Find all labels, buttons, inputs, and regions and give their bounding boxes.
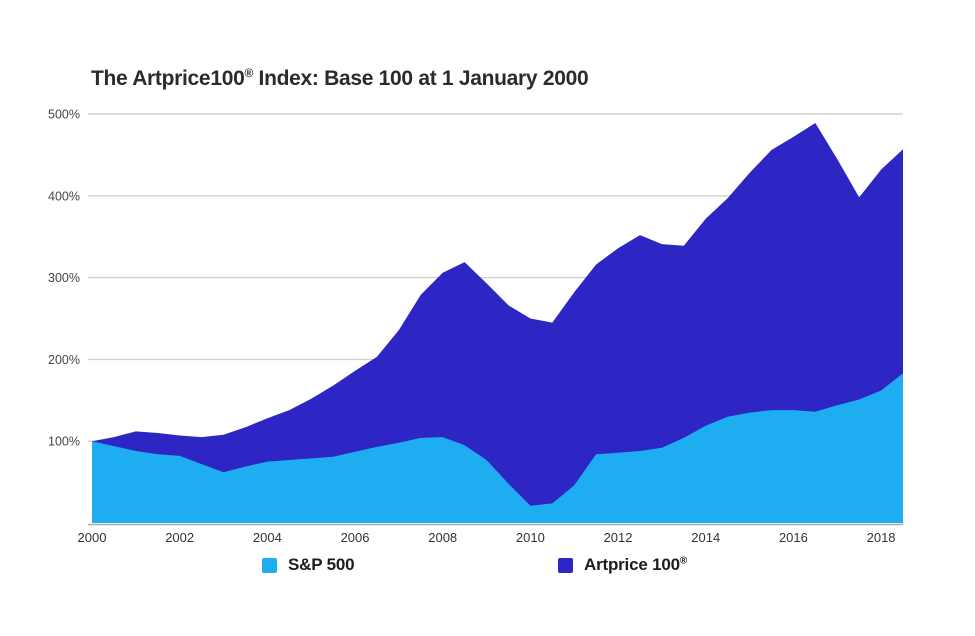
y-axis-label-200: 200% — [48, 353, 80, 367]
legend-label-sp500: S&P 500 — [288, 555, 355, 575]
legend-item-artprice: Artprice 100® — [558, 555, 687, 575]
legend-item-sp500: S&P 500 — [262, 555, 355, 575]
area-sp500 — [92, 373, 903, 523]
x-axis-label-2002: 2002 — [165, 530, 194, 545]
registered-trademark-small-icon: ® — [679, 555, 688, 567]
legend-label-sp500-text: S&P 500 — [288, 555, 355, 574]
legend: S&P 500 Artprice 100® — [0, 555, 975, 581]
x-axis-label-2018: 2018 — [867, 530, 896, 545]
x-axis-label-2010: 2010 — [516, 530, 545, 545]
x-axis-label-2014: 2014 — [691, 530, 720, 545]
x-axis-label-2000: 2000 — [78, 530, 107, 545]
y-axis-label-400: 400% — [48, 189, 80, 203]
chart-title-text-2: Index: Base 100 at 1 January 2000 — [253, 67, 589, 90]
chart-title-text: The Artprice100 — [91, 67, 245, 90]
x-axis-label-2012: 2012 — [604, 530, 633, 545]
area-artprice — [92, 123, 903, 523]
chart-title: The Artprice100® Index: Base 100 at 1 Ja… — [91, 66, 589, 91]
legend-swatch-artprice-icon — [558, 557, 573, 573]
legend-label-artprice: Artprice 100® — [584, 555, 687, 575]
x-axis-label-2016: 2016 — [779, 530, 808, 545]
legend-label-artprice-text: Artprice 100 — [584, 555, 680, 574]
x-axis-label-2006: 2006 — [341, 530, 370, 545]
y-axis-label-500: 500% — [48, 108, 80, 122]
x-axis-label-2008: 2008 — [428, 530, 457, 545]
legend-swatch-sp500-icon — [262, 557, 277, 573]
y-axis-label-300: 300% — [48, 271, 80, 285]
y-axis-label-100: 100% — [48, 435, 80, 449]
registered-trademark-icon: ® — [244, 66, 253, 80]
x-axis-label-2004: 2004 — [253, 530, 282, 545]
